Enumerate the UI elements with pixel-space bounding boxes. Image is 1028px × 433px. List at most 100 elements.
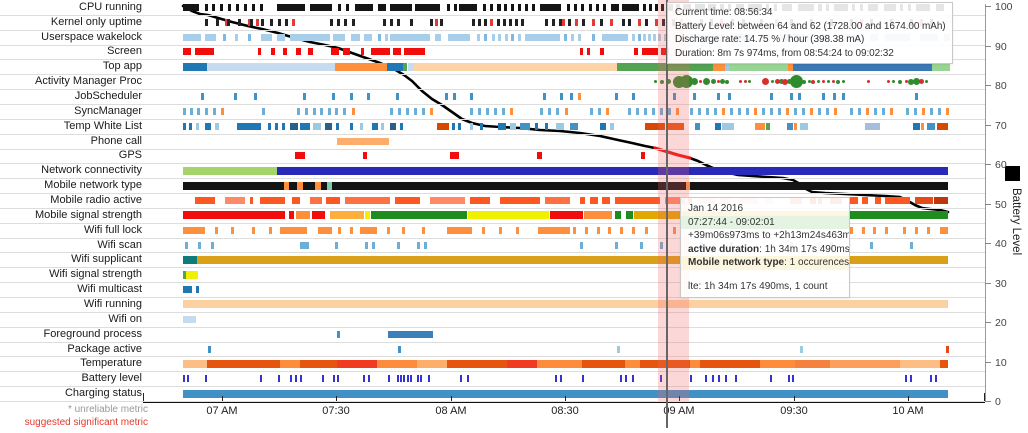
timeline-segment[interactable] — [378, 33, 381, 41]
timeline-segment[interactable] — [205, 375, 207, 383]
timeline-segment[interactable] — [790, 93, 793, 101]
timeline-segment[interactable] — [415, 3, 440, 11]
timeline-segment[interactable] — [620, 226, 623, 234]
timeline-segment[interactable] — [261, 33, 272, 41]
timeline-segment[interactable] — [417, 359, 447, 368]
timeline-segment[interactable] — [297, 181, 303, 190]
timeline-segment[interactable] — [250, 18, 253, 26]
timeline-segment[interactable] — [221, 107, 224, 115]
timeline-segment[interactable] — [590, 107, 593, 115]
timeline-segment[interactable] — [725, 375, 727, 383]
timeline-segment[interactable] — [378, 3, 386, 11]
timeline-segment[interactable] — [673, 226, 676, 234]
timeline-segment[interactable] — [615, 197, 660, 204]
timeline-segment[interactable] — [690, 359, 700, 368]
timeline-segment[interactable] — [714, 107, 717, 115]
timeline-segment[interactable] — [406, 107, 409, 115]
timeline-segment[interactable] — [371, 48, 390, 56]
event-dot[interactable] — [782, 78, 788, 85]
timeline-segment[interactable] — [540, 3, 561, 11]
timeline-segment[interactable] — [555, 375, 557, 383]
timeline-segment[interactable] — [280, 226, 307, 234]
timeline-segment[interactable] — [718, 375, 720, 383]
timeline-segment[interactable] — [611, 3, 619, 11]
timeline-segment[interactable] — [560, 375, 562, 383]
timeline-segment[interactable] — [338, 3, 341, 11]
timeline-segment[interactable] — [543, 93, 546, 101]
timeline-segment[interactable] — [794, 107, 797, 115]
timeline-segment[interactable] — [492, 33, 495, 41]
timeline-segment[interactable] — [913, 122, 920, 130]
timeline-segment[interactable] — [875, 197, 881, 204]
timeline-segment[interactable] — [445, 93, 448, 101]
timeline-segment[interactable] — [660, 375, 662, 383]
event-dot[interactable] — [866, 80, 870, 84]
timeline-segment[interactable] — [545, 197, 570, 204]
timeline-segment[interactable] — [413, 62, 617, 71]
timeline-segment[interactable] — [183, 107, 186, 115]
timeline-segment[interactable] — [700, 359, 760, 368]
timeline-segment[interactable] — [248, 33, 251, 41]
timeline-segment[interactable] — [258, 48, 261, 56]
timeline-segment[interactable] — [337, 18, 340, 26]
timeline-segment[interactable] — [387, 226, 390, 234]
timeline-segment[interactable] — [598, 107, 601, 115]
timeline-segment[interactable] — [568, 18, 571, 26]
timeline-segment[interactable] — [335, 62, 387, 71]
timeline-segment[interactable] — [738, 107, 741, 115]
timeline-segment[interactable] — [865, 122, 880, 130]
timeline-segment[interactable] — [368, 375, 370, 383]
timeline-segment[interactable] — [190, 107, 193, 115]
timeline-segment[interactable] — [625, 359, 640, 368]
timeline-segment[interactable] — [940, 226, 948, 234]
event-dot[interactable] — [898, 79, 902, 84]
timeline-segment[interactable] — [331, 48, 339, 56]
timeline-segment[interactable] — [848, 211, 948, 220]
timeline-segment[interactable] — [810, 107, 813, 115]
timeline-segment[interactable] — [490, 3, 493, 11]
timeline-segment[interactable] — [351, 33, 360, 41]
timeline-segment[interactable] — [497, 18, 500, 26]
timeline-segment[interactable] — [610, 18, 613, 26]
event-dot[interactable] — [831, 80, 835, 84]
timeline-segment[interactable] — [762, 107, 765, 115]
timeline-segment[interactable] — [396, 93, 399, 101]
timeline-segment[interactable] — [695, 122, 700, 130]
timeline-segment[interactable] — [842, 93, 845, 101]
timeline-segment[interactable] — [450, 152, 459, 160]
timeline-segment[interactable] — [447, 359, 507, 368]
timeline-segment[interactable] — [364, 33, 372, 41]
timeline-segment[interactable] — [890, 107, 893, 115]
timeline-segment[interactable] — [794, 122, 797, 130]
timeline-segment[interactable] — [644, 107, 647, 115]
timeline-segment[interactable] — [437, 122, 449, 130]
timeline-segment[interactable] — [537, 152, 542, 160]
timeline-segment[interactable] — [934, 197, 948, 204]
timeline-segment[interactable] — [360, 226, 377, 234]
timeline-segment[interactable] — [403, 62, 407, 71]
timeline-segment[interactable] — [460, 375, 462, 383]
timeline-segment[interactable] — [330, 18, 333, 26]
timeline-segment[interactable] — [205, 18, 208, 26]
event-dot[interactable] — [891, 80, 895, 84]
timeline-segment[interactable] — [363, 375, 365, 383]
timeline-segment[interactable] — [798, 93, 801, 101]
timeline-segment[interactable] — [770, 375, 772, 383]
timeline-segment[interactable] — [725, 62, 729, 71]
timeline-segment[interactable] — [183, 211, 285, 220]
timeline-segment[interactable] — [195, 197, 215, 204]
timeline-segment[interactable] — [850, 197, 858, 204]
timeline-segment[interactable] — [183, 375, 185, 383]
timeline-segment[interactable] — [365, 241, 368, 249]
timeline-segment[interactable] — [729, 62, 788, 71]
timeline-segment[interactable] — [483, 3, 486, 11]
timeline-segment[interactable] — [337, 359, 377, 368]
timeline-segment[interactable] — [183, 181, 948, 190]
timeline-segment[interactable] — [615, 211, 621, 220]
event-dot[interactable] — [716, 80, 720, 84]
timeline-segment[interactable] — [570, 93, 573, 101]
timeline-segment[interactable] — [582, 18, 585, 26]
timeline-segment[interactable] — [788, 62, 793, 71]
timeline-segment[interactable] — [580, 197, 585, 204]
timeline-segment[interactable] — [343, 48, 350, 56]
